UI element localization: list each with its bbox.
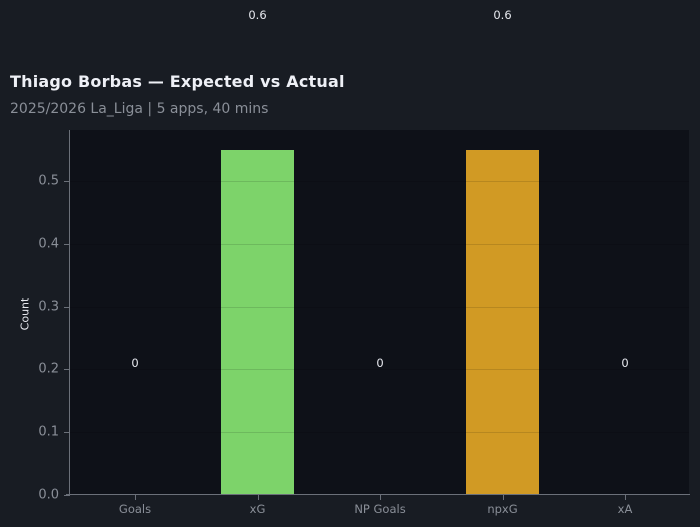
plot-area xyxy=(70,130,689,495)
x-tick xyxy=(135,495,136,500)
chart-title: Thiago Borbas — Expected vs Actual xyxy=(10,72,345,91)
x-tick xyxy=(380,495,381,500)
x-tick-label: xA xyxy=(617,502,633,516)
y-tick xyxy=(64,307,70,308)
bar-xg xyxy=(221,149,294,495)
y-tick-label: 0.2 xyxy=(38,361,59,377)
gridline xyxy=(70,307,689,308)
y-tick-label: 0.3 xyxy=(38,299,59,315)
value-label: 0.6 xyxy=(248,8,267,22)
value-label: 0 xyxy=(376,356,384,370)
x-axis-line xyxy=(66,494,690,495)
gridline xyxy=(70,244,689,245)
y-tick-label: 0.5 xyxy=(38,173,59,189)
x-tick-label: xG xyxy=(249,502,266,516)
x-tick-label: NP Goals xyxy=(354,502,406,516)
x-tick-label: Goals xyxy=(118,502,152,516)
gridline xyxy=(70,432,689,433)
y-tick xyxy=(64,181,70,182)
chart-subtitle: 2025/2026 La_Liga | 5 apps, 40 mins xyxy=(10,101,269,117)
y-axis-line xyxy=(69,130,70,496)
gridline xyxy=(70,369,689,370)
value-label: 0 xyxy=(131,356,139,370)
y-tick-label: 0.1 xyxy=(38,424,59,440)
value-label: 0.6 xyxy=(493,8,512,22)
x-tick xyxy=(503,495,504,500)
x-tick-label: npxG xyxy=(487,502,518,516)
y-tick xyxy=(64,244,70,245)
gridline xyxy=(70,181,689,182)
y-tick xyxy=(64,369,70,370)
bar-npxg xyxy=(466,149,539,495)
y-axis-label: Count xyxy=(18,297,32,331)
y-tick-label: 0.0 xyxy=(38,487,59,503)
value-label: 0 xyxy=(621,356,629,370)
y-tick-label: 0.4 xyxy=(38,236,59,252)
x-tick xyxy=(625,495,626,500)
x-tick xyxy=(258,495,259,500)
y-tick xyxy=(64,495,70,496)
y-tick xyxy=(64,432,70,433)
